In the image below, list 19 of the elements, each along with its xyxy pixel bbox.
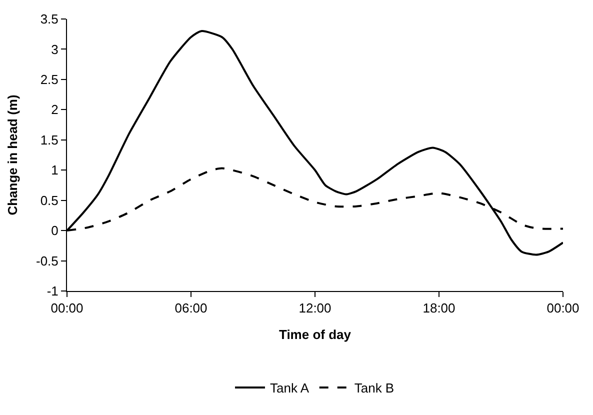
x-axis-title: Time of day (278, 327, 352, 342)
y-tick-label: -1 (46, 284, 58, 299)
x-tick-label: 00:00 (50, 300, 84, 316)
y-tick-label: 3.5 (40, 12, 58, 27)
y-axis-title: Change in head (m) (4, 94, 20, 216)
x-tick-label: 12:00 (298, 300, 332, 316)
y-tick-label: 2 (51, 102, 58, 118)
legend-label: Tank A (270, 380, 310, 396)
y-tick-label: 3 (51, 42, 58, 57)
x-tick-label: 00:00 (546, 300, 580, 316)
y-tick-label: 1 (51, 162, 58, 178)
y-tick-label: -0.5 (36, 253, 58, 268)
legend-label: Tank B (354, 380, 394, 396)
y-tick-label: 2.5 (40, 72, 58, 87)
y-tick-label: 0 (51, 223, 58, 238)
y-tick-label: 1.5 (40, 132, 58, 148)
x-tick-label: 18:00 (422, 300, 456, 316)
x-tick-label: 06:00 (174, 300, 208, 316)
y-tick-label: 0.5 (40, 192, 58, 208)
